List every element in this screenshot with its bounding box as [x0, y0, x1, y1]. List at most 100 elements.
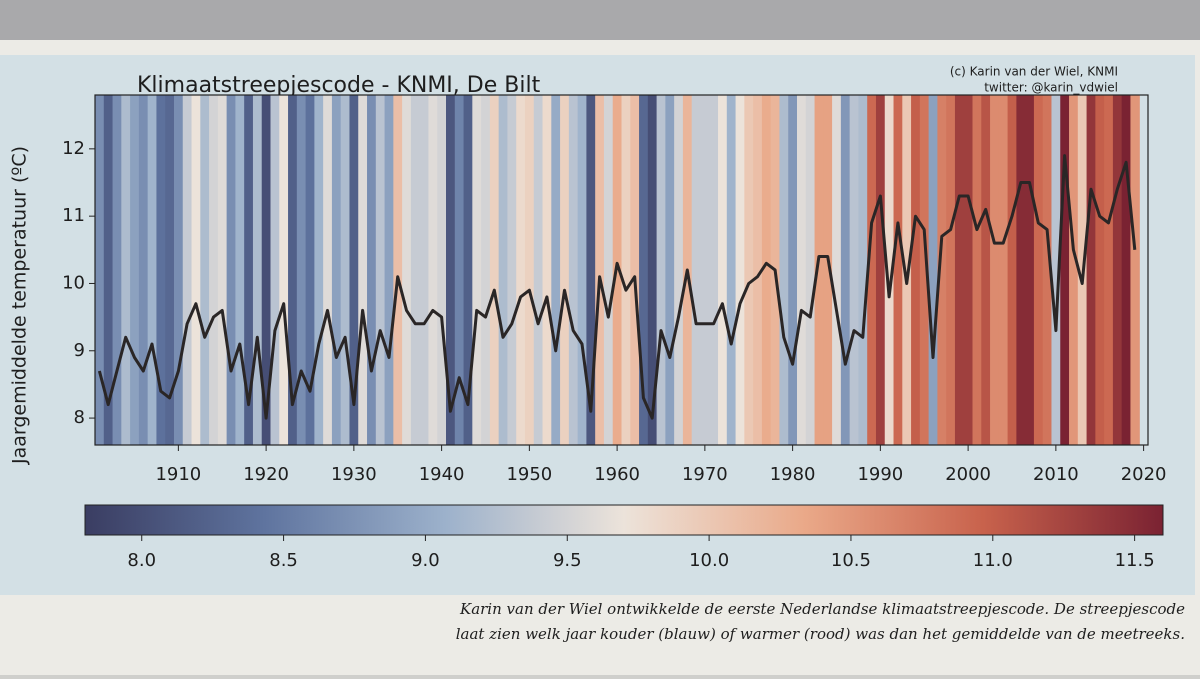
stripe: [963, 95, 974, 445]
plot-frame: [94, 94, 1149, 446]
stripe: [1042, 95, 1053, 445]
stripe: [428, 95, 438, 445]
stripe: [1025, 95, 1035, 445]
stripe: [244, 95, 254, 445]
stripe: [1086, 95, 1096, 445]
stripe: [296, 95, 307, 445]
stripe: [252, 95, 263, 445]
stripe: [735, 95, 745, 445]
colorbar-tick-label: 8.0: [127, 550, 156, 571]
credit: twitter: @karin_vdwiel: [984, 81, 1118, 95]
stripe: [358, 95, 368, 445]
stripe: [1007, 95, 1017, 445]
colorbar-tick-label: 9.5: [553, 550, 582, 571]
x-tick-label: 1940: [419, 464, 465, 485]
stripe: [937, 95, 947, 445]
stripe: [990, 95, 1000, 445]
stripe: [314, 95, 324, 445]
stripe: [384, 95, 394, 445]
stripe: [147, 95, 158, 445]
caption: Karin van der Wiel ontwikkelde de eerste…: [459, 600, 1185, 618]
photo-background: [0, 0, 1200, 40]
stripe: [1095, 95, 1105, 445]
stripe: [340, 95, 351, 445]
stripe: [288, 95, 298, 445]
stripe: [911, 95, 921, 445]
stripe: [261, 95, 272, 445]
y-tick-label: 12: [62, 138, 85, 159]
colorbar: [84, 504, 1164, 536]
stripe: [849, 95, 860, 445]
credit: (c) Karin van der Wiel, KNMI: [950, 65, 1118, 79]
colorbar-tick-label: 11.5: [1115, 550, 1155, 571]
stripe: [551, 95, 561, 445]
stripe: [323, 95, 333, 445]
stripe: [305, 95, 315, 445]
stripe: [112, 95, 122, 445]
stripe: [489, 95, 500, 445]
stripe: [1069, 95, 1079, 445]
stripe: [191, 95, 201, 445]
x-tick-label: 1970: [682, 464, 728, 485]
stripe: [718, 95, 728, 445]
stripe: [840, 95, 851, 445]
stripe: [709, 95, 719, 445]
temperature-line: [97, 154, 1137, 420]
stripe: [156, 95, 166, 445]
stripe: [1016, 95, 1026, 445]
colorbar-tick-label: 8.5: [269, 550, 298, 571]
stripe: [700, 95, 710, 445]
stripe: [226, 95, 236, 445]
stripe: [595, 95, 605, 445]
stripe: [103, 95, 114, 445]
stripe: [173, 95, 184, 445]
stripe: [393, 95, 403, 445]
stripe: [507, 95, 517, 445]
stripe: [753, 95, 763, 445]
stripe: [744, 95, 754, 445]
stripe: [665, 95, 675, 445]
stripe: [454, 95, 465, 445]
stripe: [779, 95, 789, 445]
stripe: [568, 95, 579, 445]
stripe: [797, 95, 807, 445]
stripe: [639, 95, 649, 445]
stripe: [279, 95, 289, 445]
stripe: [542, 95, 552, 445]
stripe: [577, 95, 587, 445]
y-tick-label: 9: [74, 340, 85, 361]
stripe: [656, 95, 666, 445]
x-tick-label: 1980: [770, 464, 816, 485]
stripe: [761, 95, 772, 445]
stripe: [138, 95, 149, 445]
stripe: [603, 95, 614, 445]
stripe: [630, 95, 640, 445]
stripe: [481, 95, 491, 445]
x-tick-label: 1910: [155, 464, 201, 485]
stripe: [621, 95, 631, 445]
stripe: [946, 95, 956, 445]
stripe: [524, 95, 535, 445]
colorbar-tick-label: 11.0: [973, 550, 1013, 571]
x-tick-label: 1950: [506, 464, 552, 485]
stripe: [560, 95, 570, 445]
stripe: [419, 95, 430, 445]
stripe: [270, 95, 280, 445]
stripe: [726, 95, 737, 445]
x-tick-label: 2020: [1121, 464, 1167, 485]
chart-title: Klimaatstreepjescode - KNMI, De Bilt: [137, 73, 541, 98]
stripe: [1104, 95, 1114, 445]
colorbar-tick-label: 10.5: [831, 550, 871, 571]
stripe: [858, 95, 868, 445]
stripe: [498, 95, 509, 445]
stripe: [182, 95, 193, 445]
stripe: [972, 95, 982, 445]
stripe: [928, 95, 938, 445]
stripe: [402, 95, 412, 445]
stripe: [647, 95, 658, 445]
stripe: [586, 95, 596, 445]
stripe: [1060, 95, 1070, 445]
stripe: [331, 95, 342, 445]
